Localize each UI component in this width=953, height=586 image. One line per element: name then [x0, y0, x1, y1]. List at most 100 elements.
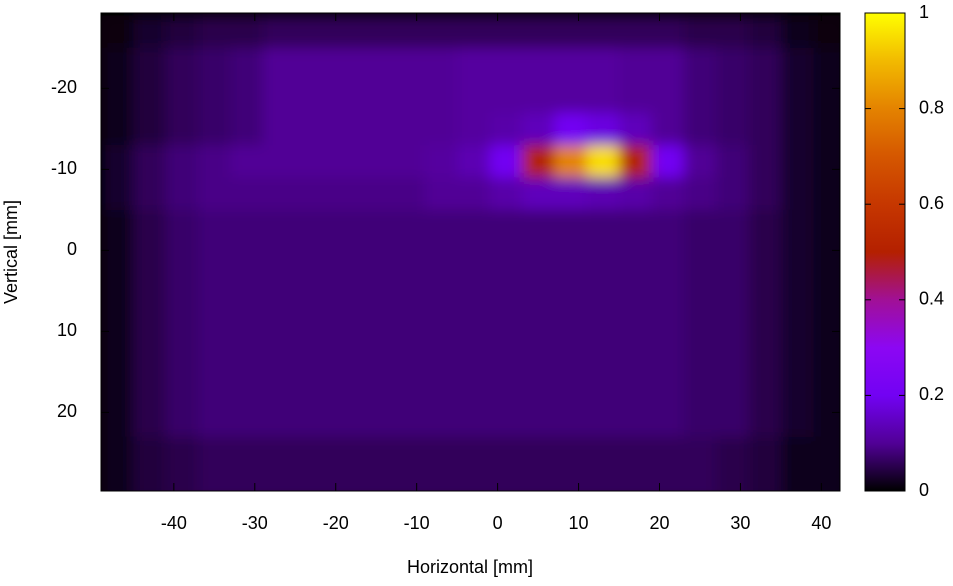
- heatmap-cell: [360, 47, 393, 81]
- heatmap-cell: [424, 209, 458, 243]
- heatmap-cell: [198, 209, 232, 243]
- heatmap-cell: [198, 339, 232, 373]
- heatmap-cell: [457, 371, 491, 405]
- heatmap-cell: [780, 15, 814, 49]
- heatmap-cell: [748, 242, 782, 276]
- heatmap-cell: [360, 112, 393, 146]
- heatmap-cell: [651, 307, 685, 340]
- heatmap-cell: [230, 242, 264, 276]
- heatmap-cell: [554, 307, 588, 340]
- heatmap-cell: [424, 15, 458, 49]
- heatmap-cell: [780, 307, 814, 340]
- heatmap-cell: [424, 274, 458, 308]
- heatmap-cell: [554, 47, 588, 81]
- heatmap-cell: [295, 469, 329, 491]
- heatmap-cell: [424, 404, 458, 438]
- heatmap-cell: [165, 177, 199, 211]
- heatmap-cell: [424, 436, 458, 470]
- heatmap-cell: [101, 274, 134, 308]
- heatmap-cell: [457, 112, 491, 146]
- heatmap-cell: [360, 80, 393, 114]
- heatmap-cell: [780, 145, 814, 178]
- heatmap-cell: [683, 209, 717, 243]
- heatmap-cell: [165, 371, 199, 405]
- heatmap-cell: [489, 339, 523, 373]
- heatmap-cell: [424, 177, 458, 211]
- heatmap-cell: [230, 80, 264, 114]
- colorbar: [864, 12, 906, 492]
- x-tick-label: 40: [811, 513, 831, 533]
- heatmap-cell: [521, 339, 555, 373]
- heatmap-cell: [586, 15, 620, 49]
- heatmap-cell: [748, 274, 782, 308]
- heatmap-cell: [295, 47, 329, 81]
- heatmap-cell: [392, 339, 426, 373]
- heatmap-cell: [651, 274, 685, 308]
- heatmap-cell: [101, 242, 134, 276]
- heatmap-cell: [198, 80, 232, 114]
- heatmap-cell: [619, 404, 652, 438]
- heatmap-cell: [133, 47, 167, 81]
- heatmap-cell: [813, 274, 840, 308]
- heatmap-cell: [392, 404, 426, 438]
- heatmap-cell: [424, 242, 458, 276]
- heatmap-cell: [716, 242, 750, 276]
- heatmap-cell: [165, 307, 199, 340]
- heatmap-cell: [586, 177, 620, 211]
- heatmap-cell: [716, 80, 750, 114]
- heatmap-cell: [198, 145, 232, 178]
- heatmap-cell: [101, 145, 134, 178]
- heatmap-cell: [198, 371, 232, 405]
- heatmap-cell: [586, 404, 620, 438]
- heatmap-cell: [133, 15, 167, 49]
- heatmap-cell: [457, 469, 491, 491]
- heatmap-cell: [813, 307, 840, 340]
- heatmap-cell: [327, 209, 361, 243]
- heatmap-cell: [165, 404, 199, 438]
- heatmap-cell: [295, 209, 329, 243]
- heatmap-cell: [554, 15, 588, 49]
- heatmap-cell: [133, 469, 167, 491]
- y-tick-label: 10: [57, 320, 77, 340]
- heatmap-cell: [651, 436, 685, 470]
- heatmap-cell: [198, 436, 232, 470]
- heatmap-cell: [586, 339, 620, 373]
- heatmap-cell: [327, 15, 361, 49]
- heatmap-cell: [619, 15, 652, 49]
- heatmap-cell: [651, 80, 685, 114]
- heatmap-cell: [457, 242, 491, 276]
- heatmap-cell: [619, 112, 652, 146]
- heatmap-cell: [392, 371, 426, 405]
- heatmap-cell: [683, 112, 717, 146]
- heatmap-cell: [360, 371, 393, 405]
- x-tick-label: 10: [569, 513, 589, 533]
- heatmap-cell: [651, 47, 685, 81]
- heatmap-cell: [101, 15, 134, 49]
- heatmap-cell: [295, 145, 329, 178]
- heatmap-cell: [101, 112, 134, 146]
- heatmap-cell: [133, 307, 167, 340]
- heatmap-cell: [230, 177, 264, 211]
- heatmap-cell: [360, 404, 393, 438]
- heatmap-cell: [780, 80, 814, 114]
- heatmap-cell: [295, 436, 329, 470]
- heatmap-cell: [230, 274, 264, 308]
- heatmap-cell: [586, 112, 620, 146]
- colorbar-tick-label: 0.4: [919, 289, 944, 309]
- heatmap-cell: [133, 177, 167, 211]
- heatmap-cell: [489, 47, 523, 81]
- heatmap-cell: [262, 47, 296, 81]
- heatmap-cell: [295, 177, 329, 211]
- heatmap-cell: [619, 469, 652, 491]
- heatmap-cell: [198, 307, 232, 340]
- heatmap-cell: [165, 469, 199, 491]
- heatmap-cell: [586, 47, 620, 81]
- heatmap-cell: [780, 469, 814, 491]
- heatmap-cell: [619, 371, 652, 405]
- heatmap-cell: [392, 177, 426, 211]
- heatmap-cell: [133, 80, 167, 114]
- colorbar-tick-label: 0.6: [919, 193, 944, 213]
- heatmap-cell: [133, 436, 167, 470]
- heatmap-cell: [586, 307, 620, 340]
- heatmap-cell: [586, 469, 620, 491]
